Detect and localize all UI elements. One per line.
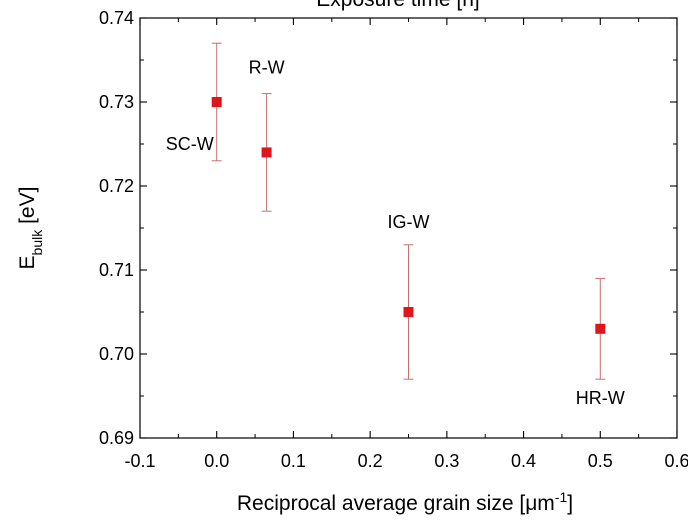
y-tick-label: 0.69	[99, 428, 134, 448]
data-point	[403, 307, 414, 317]
y-tick-label: 0.70	[99, 344, 134, 364]
y-tick-labels: 0.69 0.70 0.71 0.72 0.73 0.74	[99, 8, 134, 448]
x-tick-label: 0.6	[664, 451, 688, 471]
y-tick-label: 0.73	[99, 92, 134, 112]
y-axis-label: Ebulk [eV]	[16, 187, 45, 270]
x-tick-label: 0.2	[358, 451, 383, 471]
data-point	[261, 147, 272, 158]
x-tick-label: 0.4	[511, 451, 536, 471]
point-label: R-W	[249, 57, 285, 77]
chart-title: Exposure time [h]	[316, 0, 479, 11]
point-label: SC-W	[166, 134, 214, 154]
x-tick-label: -0.1	[124, 451, 155, 471]
x-axis-label: Reciprocal average grain size [μm-1]	[237, 489, 573, 515]
data-point	[211, 97, 222, 107]
x-tick-label: 0.3	[434, 451, 459, 471]
data-markers	[211, 97, 606, 334]
x-tick-label: 0.5	[588, 451, 613, 471]
ticks	[139, 17, 678, 439]
point-label: HR-W	[576, 388, 625, 408]
y-tick-label: 0.74	[99, 8, 134, 28]
x-tick-labels: -0.1 0.0 0.1 0.2 0.3 0.4 0.5 0.6	[124, 451, 688, 471]
x-tick-label: 0.1	[281, 451, 306, 471]
x-tick-label: 0.0	[204, 451, 229, 471]
point-labels: SC-W R-W IG-W HR-W	[166, 57, 625, 407]
y-tick-label: 0.72	[99, 176, 134, 196]
y-tick-label: 0.71	[99, 260, 134, 280]
point-label: IG-W	[388, 212, 430, 232]
data-point	[595, 323, 606, 334]
